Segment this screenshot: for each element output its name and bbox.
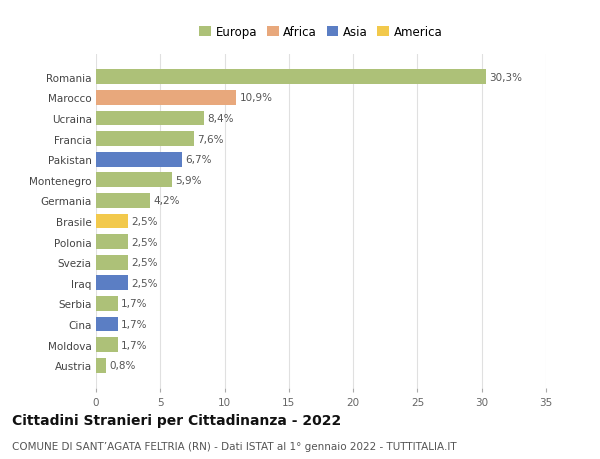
- Text: 4,2%: 4,2%: [153, 196, 180, 206]
- Bar: [96, 296, 118, 311]
- Bar: [96, 152, 182, 167]
- Text: 5,9%: 5,9%: [175, 175, 202, 185]
- Text: Cittadini Stranieri per Cittadinanza - 2022: Cittadini Stranieri per Cittadinanza - 2…: [12, 413, 341, 427]
- Bar: [96, 317, 118, 331]
- Bar: [96, 173, 172, 188]
- Legend: Europa, Africa, Asia, America: Europa, Africa, Asia, America: [194, 21, 448, 44]
- Text: 0,8%: 0,8%: [110, 360, 136, 370]
- Bar: [96, 214, 128, 229]
- Text: COMUNE DI SANT’AGATA FELTRIA (RN) - Dati ISTAT al 1° gennaio 2022 - TUTTITALIA.I: COMUNE DI SANT’AGATA FELTRIA (RN) - Dati…: [12, 441, 457, 451]
- Bar: [96, 194, 150, 208]
- Text: 30,3%: 30,3%: [489, 73, 522, 83]
- Bar: [96, 132, 194, 147]
- Text: 2,5%: 2,5%: [131, 257, 158, 268]
- Bar: [96, 255, 128, 270]
- Bar: [96, 358, 106, 373]
- Text: 8,4%: 8,4%: [207, 114, 234, 123]
- Text: 7,6%: 7,6%: [197, 134, 223, 144]
- Text: 1,7%: 1,7%: [121, 319, 148, 329]
- Bar: [96, 235, 128, 249]
- Bar: [96, 337, 118, 352]
- Bar: [96, 70, 485, 85]
- Bar: [96, 276, 128, 291]
- Bar: [96, 91, 236, 106]
- Bar: [96, 112, 204, 126]
- Text: 10,9%: 10,9%: [239, 93, 272, 103]
- Text: 2,5%: 2,5%: [131, 217, 158, 226]
- Text: 2,5%: 2,5%: [131, 237, 158, 247]
- Text: 1,7%: 1,7%: [121, 299, 148, 308]
- Text: 1,7%: 1,7%: [121, 340, 148, 350]
- Text: 6,7%: 6,7%: [185, 155, 212, 165]
- Text: 2,5%: 2,5%: [131, 278, 158, 288]
